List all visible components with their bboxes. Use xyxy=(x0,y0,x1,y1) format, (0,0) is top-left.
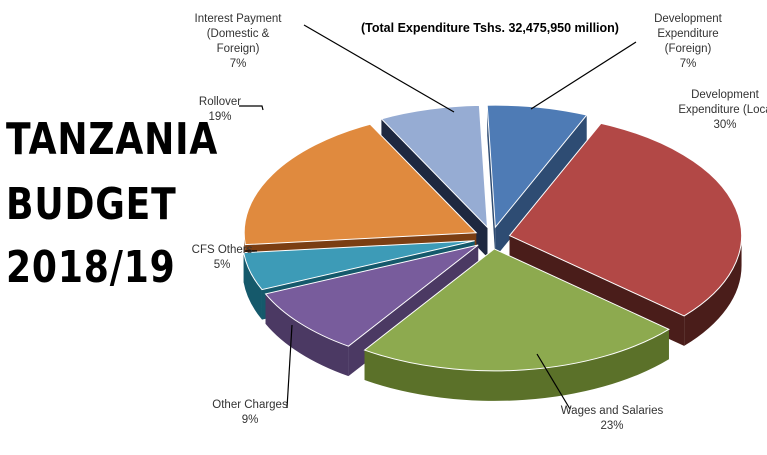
leader-lines xyxy=(239,24,637,410)
leader-line-0 xyxy=(530,41,637,110)
slice-label-4: CFS Others 5% xyxy=(192,244,253,271)
slice-value-0: 7% xyxy=(680,58,697,70)
slice-2 xyxy=(363,248,670,372)
slice-label-line-1-0: Development xyxy=(691,89,760,101)
slice-value-5: 19% xyxy=(208,111,231,123)
slice-4 xyxy=(243,240,475,291)
slice-label-line-0-2: (Foreign) xyxy=(665,43,712,55)
slice-1 xyxy=(508,122,743,317)
slice-label-6: Interest Payment (Domestic & Foreign) 7% xyxy=(195,13,283,70)
slice-value-4: 5% xyxy=(214,259,231,271)
slice-label-0: Development Expenditure (Foreign) 7% xyxy=(654,13,723,70)
slice-3 xyxy=(264,244,479,347)
slice-value-2: 23% xyxy=(600,420,623,432)
chart-title: (Total Expenditure Tshs. 32,475,950 mill… xyxy=(361,21,619,35)
slice-5 xyxy=(243,123,478,246)
slice-value-3: 9% xyxy=(242,414,259,426)
slice-label-line-6-2: Foreign) xyxy=(217,43,260,55)
slice-side-4-0 xyxy=(243,252,262,320)
slice-side-3-0 xyxy=(265,293,349,377)
slice-side-2-0 xyxy=(364,329,669,401)
headline-line-2: BUDGET xyxy=(6,179,177,230)
slice-label-line-6-1: (Domestic & xyxy=(207,28,270,40)
slice-label-line-4-0: CFS Others xyxy=(192,244,253,256)
slice-label-line-3-0: Other Charges xyxy=(212,399,288,411)
slice-label-2: Wages and Salaries 23% xyxy=(561,405,664,432)
slice-label-line-1-1: Expenditure (Loca xyxy=(678,104,767,116)
slice-0 xyxy=(486,104,588,229)
slice-tops xyxy=(243,104,743,372)
slice-6 xyxy=(380,104,489,229)
slice-label-line-2-0: Wages and Salaries xyxy=(561,405,664,417)
slice-value-6: 7% xyxy=(230,58,247,70)
leader-line-3 xyxy=(286,324,293,409)
slice-label-line-6-0: Interest Payment xyxy=(195,13,283,25)
slice-label-3: Other Charges 9% xyxy=(212,399,288,426)
slice-labels: Development Expenditure (Foreign) 7%Develop… xyxy=(192,13,767,432)
leader-line-6 xyxy=(303,24,455,113)
slice-wall-0-1 xyxy=(495,115,587,258)
slice-label-line-0-0: Development xyxy=(654,13,723,25)
slice-label-1: Development Expenditure (Loca 30% xyxy=(678,89,767,131)
slice-label-line-5-0: Rollover xyxy=(199,96,241,108)
leader-line-5 xyxy=(239,105,264,111)
slice-side-1-0 xyxy=(684,235,742,346)
slice-value-1: 30% xyxy=(713,119,736,131)
leader-line-2 xyxy=(536,353,571,410)
headline-line-3: 2018/19 xyxy=(6,242,176,293)
slice-label-line-0-1: Expenditure xyxy=(657,28,718,40)
slice-label-5: Rollover 19% xyxy=(199,96,241,123)
